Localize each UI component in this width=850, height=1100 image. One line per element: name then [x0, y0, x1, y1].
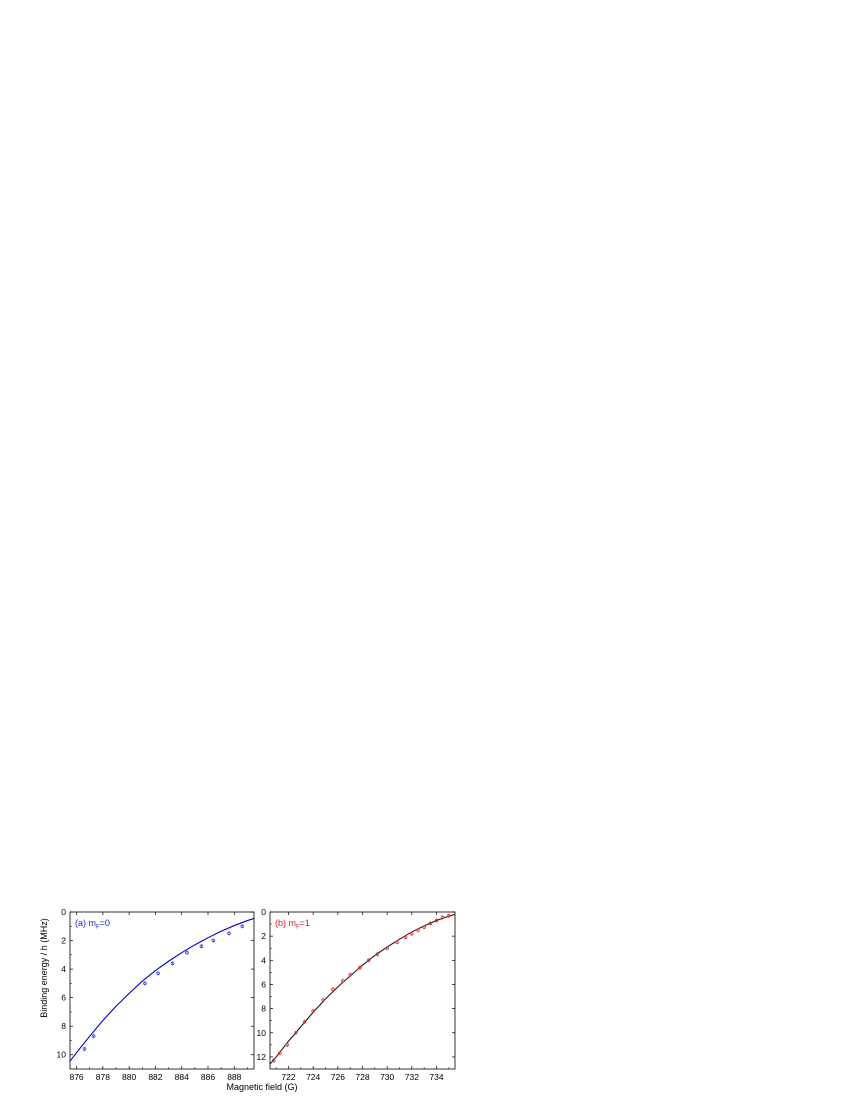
- data-point: [170, 961, 175, 966]
- data-point: [240, 924, 244, 929]
- data-point: [410, 931, 414, 936]
- y-tick-label: 10: [57, 1050, 67, 1060]
- y-tick-label: 6: [261, 979, 266, 989]
- fit-curve: [69, 917, 255, 1062]
- data-point: [358, 965, 362, 970]
- data-point: [311, 1009, 315, 1013]
- data-point: [211, 938, 216, 943]
- x-tick-label: 884: [175, 1072, 189, 1082]
- panel-label-main: (a) m: [75, 918, 96, 928]
- panel-b: 722 724 726 728 730 732 734 0 2 4 6 8 10 12 (b) mF=1: [257, 907, 456, 1082]
- data-point: [91, 1034, 96, 1038]
- x-tick-label: 880: [122, 1072, 136, 1082]
- x-tick-label: 726: [331, 1072, 345, 1082]
- data-point: [403, 935, 408, 940]
- data-point: [348, 973, 352, 977]
- panel-label-subscript: F: [296, 925, 300, 931]
- data-point: [82, 1047, 87, 1051]
- plot-frame: [269, 911, 456, 1070]
- panel-label-main: (b) m: [275, 918, 296, 928]
- data-point: [227, 931, 231, 936]
- y-axis-title: Binding energy / h (MHz): [39, 918, 49, 1018]
- panel-label: (a) mF=0: [75, 918, 110, 931]
- y-tick-label: 4: [261, 955, 266, 965]
- data-point: [434, 918, 439, 923]
- data-point: [156, 971, 160, 976]
- y-tick-label: 8: [61, 1021, 66, 1031]
- x-tick-label: 732: [405, 1072, 419, 1082]
- panel-a: 876 878 880 882 884 886 888 0 2 4 6 8 10 (a) mF=0: [57, 907, 255, 1082]
- data-point: [294, 1031, 298, 1035]
- y-tick-label: 6: [61, 993, 66, 1003]
- y-tick-label: 0: [261, 907, 266, 917]
- y-tick-label: 2: [261, 931, 266, 941]
- data-point: [422, 925, 426, 929]
- y-tick-label: 4: [61, 964, 66, 974]
- y-tick-label: 0: [61, 907, 66, 917]
- x-tick-label: 888: [227, 1072, 241, 1082]
- x-tick-label: 722: [281, 1072, 295, 1082]
- data-point: [428, 921, 433, 926]
- data-point: [440, 915, 445, 920]
- panel-label-tail: =1: [300, 918, 310, 928]
- data-point: [375, 952, 380, 957]
- panel-label-tail: =0: [100, 918, 110, 928]
- y-tick-label: 10: [257, 1028, 267, 1038]
- y-tick-label: 2: [61, 936, 66, 946]
- x-tick-label: 724: [306, 1072, 320, 1082]
- y-tick-label: 12: [257, 1052, 267, 1062]
- data-point: [341, 979, 345, 983]
- panel-label-subscript: F: [96, 925, 100, 931]
- data-point: [285, 1043, 290, 1047]
- x-tick-label: 730: [380, 1072, 394, 1082]
- data-point: [271, 1058, 276, 1063]
- data-point: [278, 1051, 282, 1056]
- data-point: [185, 950, 189, 955]
- data-point: [199, 944, 204, 949]
- data-point: [447, 913, 451, 918]
- x-tick-label: 734: [429, 1072, 443, 1082]
- x-tick-label: 886: [201, 1072, 215, 1082]
- plot-frame: [69, 911, 255, 1070]
- x-tick-label: 728: [355, 1072, 369, 1082]
- x-axis-title: Magnetic field (G): [226, 1082, 297, 1092]
- data-point: [416, 928, 420, 932]
- x-tick-label: 878: [96, 1072, 110, 1082]
- data-point: [331, 987, 335, 992]
- fit-curve: [269, 913, 456, 1065]
- data-point: [302, 1020, 307, 1024]
- x-tick-label: 876: [69, 1072, 83, 1082]
- data-point: [143, 981, 147, 986]
- data-point: [321, 998, 325, 1002]
- data-point: [366, 958, 371, 963]
- x-tick-label: 882: [148, 1072, 162, 1082]
- panel-label: (b) mF=1: [275, 918, 310, 931]
- data-point: [385, 946, 389, 950]
- data-point: [395, 940, 399, 944]
- y-tick-label: 8: [261, 1004, 266, 1014]
